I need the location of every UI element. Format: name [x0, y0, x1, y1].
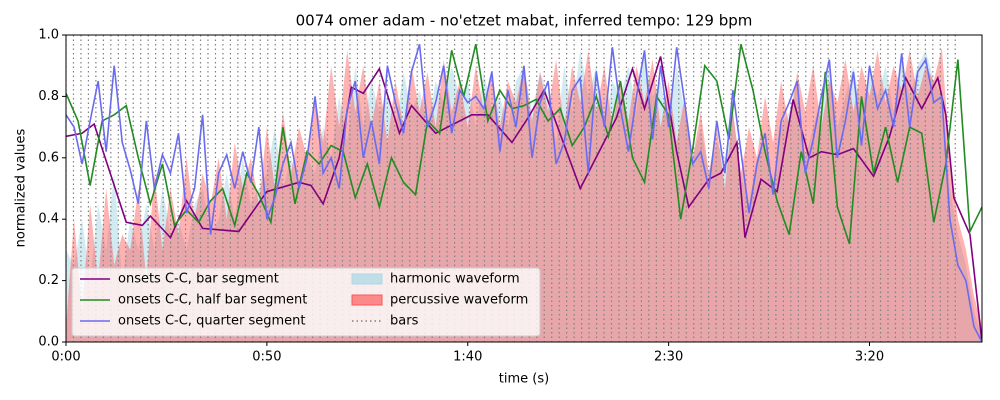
series-line	[66, 44, 982, 245]
plot-frame	[65, 34, 983, 343]
series-line	[66, 56, 982, 342]
legend-label: onsets C-C, bar segment	[118, 272, 279, 287]
y-tick-label: 0.0	[38, 335, 59, 350]
y-axis-label: normalized values	[14, 128, 29, 247]
x-tick-label: 1:40	[453, 350, 482, 365]
x-tick-label: 0:50	[252, 350, 281, 365]
legend-label: onsets C-C, half bar segment	[118, 293, 307, 308]
legend-label: onsets C-C, quarter segment	[118, 314, 305, 329]
legend-label: harmonic waveform	[390, 272, 520, 287]
y-tick-label: 0.4	[38, 212, 59, 227]
x-tick-label: 3:20	[855, 350, 884, 365]
y-tick-label: 0.6	[38, 150, 59, 165]
series-line	[66, 43, 982, 342]
legend-label: percussive waveform	[390, 293, 528, 308]
legend-swatch	[351, 273, 383, 285]
legend-swatch	[351, 294, 383, 306]
legend-box	[71, 267, 541, 337]
legend-label: bars	[390, 314, 419, 329]
y-tick-label: 0.2	[38, 273, 59, 288]
x-axis-label: time (s)	[499, 372, 549, 387]
x-tick-label: 2:30	[654, 350, 683, 365]
y-tick-label: 1.0	[38, 28, 59, 43]
x-tick-label: 0:00	[51, 350, 80, 365]
chart-title: 0074 omer adam - no'etzet mabat, inferre…	[296, 12, 753, 30]
y-tick-label: 0.8	[38, 89, 59, 104]
